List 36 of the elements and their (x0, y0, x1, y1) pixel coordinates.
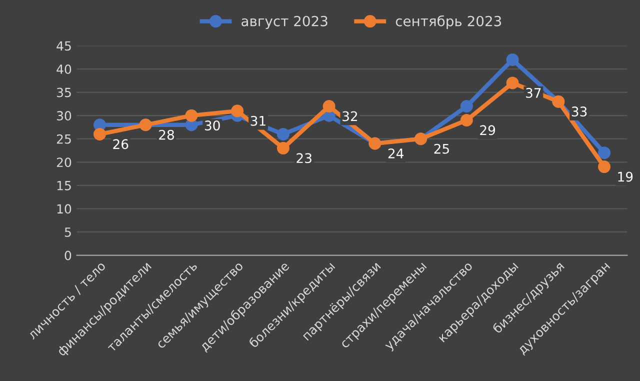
data-label: 31 (250, 116, 266, 126)
data-label: 37 (526, 88, 541, 98)
y-tick-label: 5 (64, 228, 71, 237)
data-label: 26 (113, 139, 128, 150)
point (276, 142, 290, 154)
legend-label: сентябрь 2023 (396, 15, 502, 30)
data-label: 19 (618, 172, 633, 182)
data-label: 32 (342, 111, 358, 122)
point (460, 100, 473, 113)
legend-label: август 2023 (242, 16, 328, 30)
y-tick-label: 20 (56, 158, 72, 168)
y-tick-label: 0 (64, 250, 72, 260)
data-label: 29 (480, 125, 496, 136)
data-label: 28 (159, 130, 174, 140)
point (322, 100, 336, 113)
point (93, 128, 106, 140)
point (231, 104, 244, 118)
y-tick-label: 25 (56, 134, 71, 144)
data-label: 23 (296, 153, 312, 164)
point (506, 76, 519, 90)
y-tick-label: 30 (56, 111, 72, 120)
y-tick-label: 40 (56, 64, 72, 74)
data-label: 30 (204, 120, 220, 131)
y-tick-label: 35 (56, 88, 71, 98)
point (460, 114, 473, 126)
point (276, 128, 290, 140)
data-label: 33 (572, 106, 587, 117)
point (506, 53, 519, 66)
y-tick-label: 10 (57, 204, 72, 214)
y-tick-label: 45 (56, 41, 71, 51)
data-label: 24 (388, 148, 404, 158)
point (185, 109, 198, 122)
data-label: 25 (434, 144, 449, 154)
point (598, 160, 611, 174)
y-tick-label: 15 (57, 181, 71, 190)
point (598, 146, 611, 160)
